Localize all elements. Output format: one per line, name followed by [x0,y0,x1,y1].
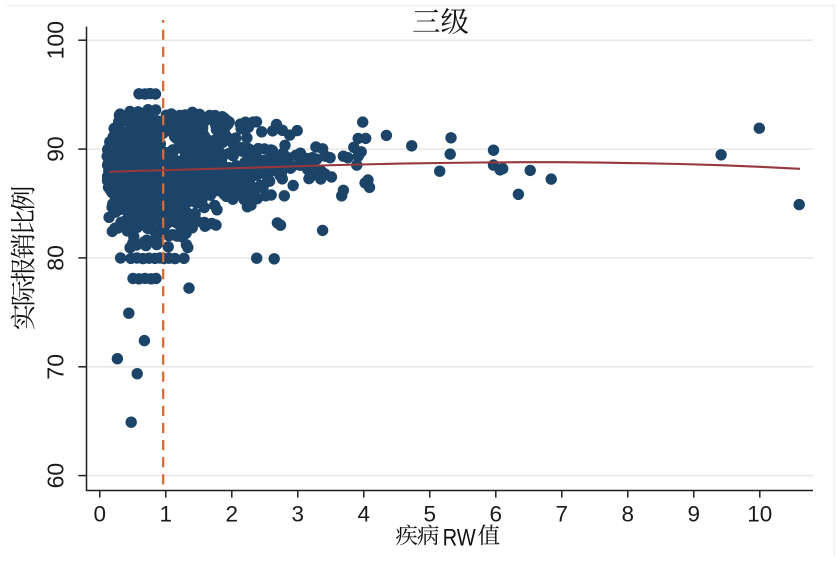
svg-text:6: 6 [490,502,503,527]
svg-text:3: 3 [292,502,305,527]
svg-text:60: 60 [43,463,69,489]
svg-text:7: 7 [556,502,569,527]
svg-text:0: 0 [94,502,107,527]
svg-text:90: 90 [43,136,69,162]
svg-text:80: 80 [43,245,69,271]
svg-text:2: 2 [226,502,239,527]
svg-text:1: 1 [160,502,173,527]
svg-text:4: 4 [358,502,371,527]
svg-text:10: 10 [747,502,772,527]
svg-text:9: 9 [688,502,701,527]
svg-text:5: 5 [424,502,437,527]
svg-text:70: 70 [43,354,69,380]
svg-text:100: 100 [43,21,69,59]
svg-text:8: 8 [622,502,635,527]
svg-text:RW: RW [443,525,477,551]
